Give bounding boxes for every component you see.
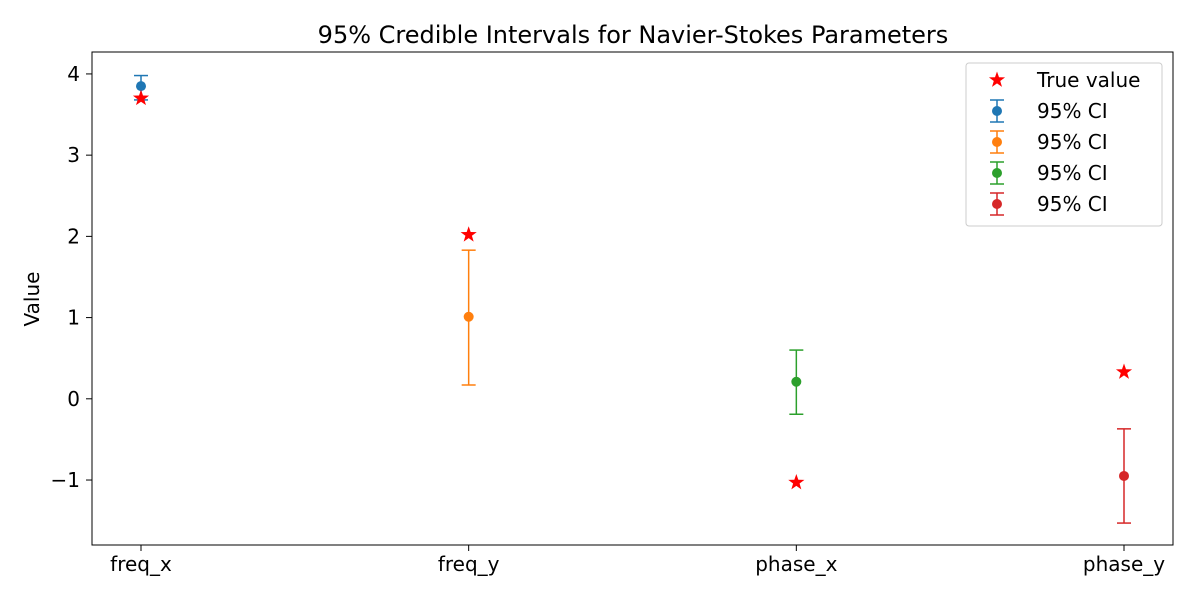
x-axis: freq_x freq_y phase_x phase_y xyxy=(110,545,1165,576)
legend-label: 95% CI xyxy=(1037,99,1108,123)
legend-entry: 95% CI xyxy=(990,99,1108,123)
y-tick-label: 3 xyxy=(67,143,80,167)
true-value-star xyxy=(132,89,150,106)
legend-entry: 95% CI xyxy=(990,130,1108,154)
true-value-markers xyxy=(132,89,1133,490)
legend-label: True value xyxy=(1036,68,1140,92)
x-tick-label: phase_y xyxy=(1083,552,1165,576)
y-tick-label: 0 xyxy=(67,387,80,411)
errorbar-phase_y xyxy=(1117,428,1131,524)
true-value-star xyxy=(460,226,477,242)
legend-label: 95% CI xyxy=(1037,130,1108,154)
true-value-star xyxy=(788,473,805,490)
legend: True value 95% CI 95% CI 95% CI 95% CI xyxy=(965,62,1163,227)
legend-point-icon xyxy=(992,168,1002,178)
legend-point-icon xyxy=(992,199,1002,209)
legend-entry: 95% CI xyxy=(990,192,1108,216)
mean-point xyxy=(463,311,474,322)
errorbar-freq_y xyxy=(461,249,476,386)
mean-point xyxy=(791,376,802,387)
legend-label: 95% CI xyxy=(1037,161,1108,185)
legend-label: 95% CI xyxy=(1037,192,1108,216)
mean-point xyxy=(1119,470,1129,481)
y-tick-label: −1 xyxy=(51,468,80,492)
legend-point-icon xyxy=(992,137,1002,147)
chart-title: 95% Credible Intervals for Navier-Stokes… xyxy=(318,21,949,49)
plot-area xyxy=(91,51,1174,546)
x-tick-label: freq_y xyxy=(438,552,500,576)
legend-entry: 95% CI xyxy=(990,161,1108,185)
errorbar-phase_x xyxy=(789,349,804,415)
legend-star-icon xyxy=(988,71,1006,87)
y-tick-label: 1 xyxy=(67,306,80,330)
y-tick-label: 2 xyxy=(67,224,80,248)
y-axis: −1 0 1 2 3 4 xyxy=(51,62,92,492)
x-tick-label: phase_x xyxy=(755,552,837,576)
mean-point xyxy=(136,81,146,92)
legend-frame xyxy=(965,62,1163,227)
true-value-star xyxy=(1115,363,1133,379)
legend-point-icon xyxy=(992,106,1002,116)
x-tick-label: freq_x xyxy=(110,552,172,576)
y-axis-label: Value xyxy=(20,272,44,327)
y-tick-label: 4 xyxy=(67,62,80,86)
